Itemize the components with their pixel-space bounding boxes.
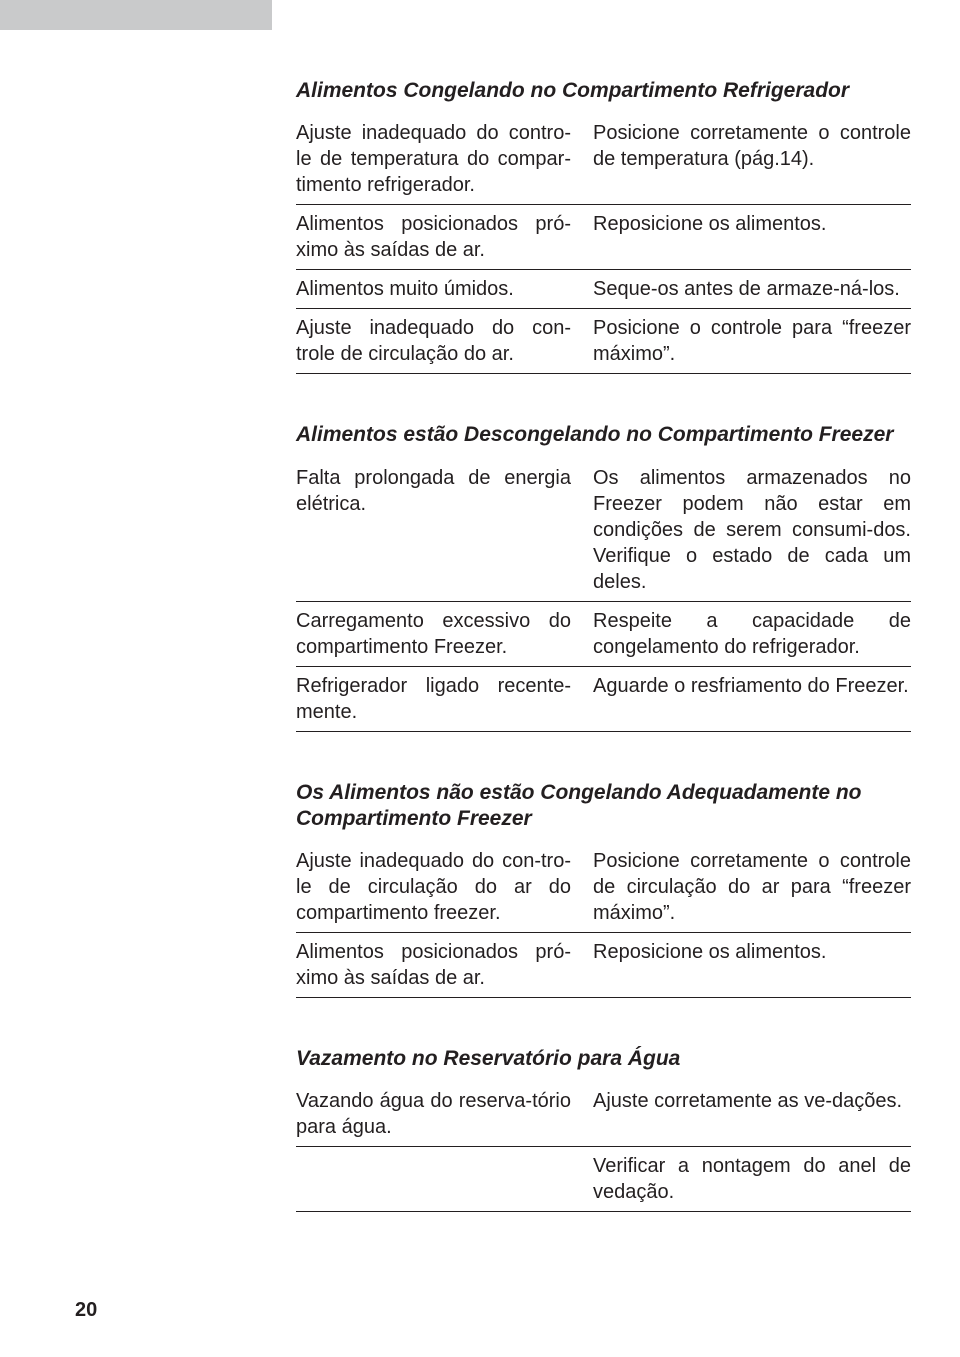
table-row: Ajuste inadequado do con-trole de circul… bbox=[296, 309, 911, 374]
table-row: Verificar a nontagem do anel de vedação. bbox=[296, 1147, 911, 1212]
section-heading: Alimentos Congelando no Compartimento Re… bbox=[296, 78, 911, 104]
table-row: Vazando água do reserva-tório para água.… bbox=[296, 1082, 911, 1147]
cause-cell: Refrigerador ligado recente-mente. bbox=[296, 666, 593, 731]
table-row: Alimentos muito úmidos. Seque-os antes d… bbox=[296, 270, 911, 309]
table-row: Falta prolongada de energia elétrica. Os… bbox=[296, 459, 911, 602]
troubleshoot-table: Vazando água do reserva-tório para água.… bbox=[296, 1082, 911, 1212]
fix-cell: Respeite a capacidade de congelamento do… bbox=[593, 601, 911, 666]
cause-cell: Ajuste inadequado do con-trole de circul… bbox=[296, 309, 593, 374]
cause-cell: Alimentos muito úmidos. bbox=[296, 270, 593, 309]
fix-cell: Reposicione os alimentos. bbox=[593, 205, 911, 270]
cause-cell: Alimentos posicionados pró-ximo às saída… bbox=[296, 933, 593, 998]
cause-cell: Carregamento excessivo do compartimento … bbox=[296, 601, 593, 666]
fix-cell: Posicione corretamente o controle de tem… bbox=[593, 114, 911, 205]
fix-cell: Verificar a nontagem do anel de vedação. bbox=[593, 1147, 911, 1212]
cause-cell: Alimentos posicionados pró-ximo às saída… bbox=[296, 205, 593, 270]
table-row: Refrigerador ligado recente-mente. Aguar… bbox=[296, 666, 911, 731]
cause-cell bbox=[296, 1147, 593, 1212]
fix-cell: Os alimentos armazenados no Freezer pode… bbox=[593, 459, 911, 602]
fix-cell: Posicione o controle para “freezer máxim… bbox=[593, 309, 911, 374]
section-heading: Alimentos estão Descongelando no Compart… bbox=[296, 422, 911, 448]
troubleshoot-table: Falta prolongada de energia elétrica. Os… bbox=[296, 459, 911, 732]
table-row: Ajuste inadequado do con-tro-le de circu… bbox=[296, 842, 911, 933]
troubleshoot-table: Ajuste inadequado do con-tro-le de circu… bbox=[296, 842, 911, 998]
document-page: Alimentos Congelando no Compartimento Re… bbox=[0, 0, 960, 1357]
table-row: Ajuste inadequado do contro-le de temper… bbox=[296, 114, 911, 205]
section-heading: Vazamento no Reservatório para Água bbox=[296, 1046, 911, 1072]
table-row: Alimentos posicionados pró-ximo às saída… bbox=[296, 933, 911, 998]
fix-cell: Aguarde o resfriamento do Freezer. bbox=[593, 666, 911, 731]
fix-cell: Seque-os antes de armaze-ná-los. bbox=[593, 270, 911, 309]
fix-cell: Ajuste corretamente as ve-dações. bbox=[593, 1082, 911, 1147]
sidebar-tab bbox=[0, 0, 272, 30]
cause-cell: Vazando água do reserva-tório para água. bbox=[296, 1082, 593, 1147]
table-row: Carregamento excessivo do compartimento … bbox=[296, 601, 911, 666]
fix-cell: Posicione corretamente o controle de cir… bbox=[593, 842, 911, 933]
page-number: 20 bbox=[75, 1299, 97, 1322]
troubleshoot-table: Ajuste inadequado do contro-le de temper… bbox=[296, 114, 911, 374]
cause-cell: Falta prolongada de energia elétrica. bbox=[296, 459, 593, 602]
cause-cell: Ajuste inadequado do con-tro-le de circu… bbox=[296, 842, 593, 933]
section-heading: Os Alimentos não estão Congelando Adequa… bbox=[296, 780, 911, 833]
cause-cell: Ajuste inadequado do contro-le de temper… bbox=[296, 114, 593, 205]
page-content: Alimentos Congelando no Compartimento Re… bbox=[296, 78, 911, 1260]
fix-cell: Reposicione os alimentos. bbox=[593, 933, 911, 998]
table-row: Alimentos posicionados pró-ximo às saída… bbox=[296, 205, 911, 270]
